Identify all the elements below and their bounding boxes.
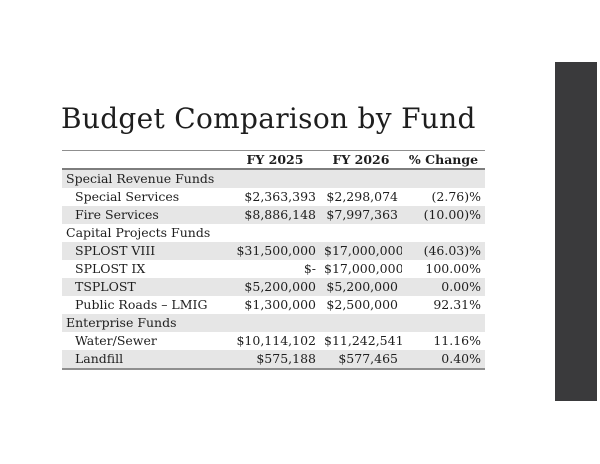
- table-row-fire-services: Fire Services $8,886,148 $7,997,363 (10.…: [62, 206, 485, 224]
- cell-change: [402, 314, 485, 332]
- cell-change: 0.00%: [441, 279, 481, 294]
- table-row-special-revenue-funds: Special Revenue Funds: [62, 169, 485, 188]
- cell-fy2026: [320, 224, 402, 242]
- column-header-change: % Change: [402, 150, 485, 170]
- cell-fy2025: [230, 224, 320, 242]
- table-row-capital-projects-funds: Capital Projects Funds: [62, 224, 485, 242]
- cell-fy2025: [230, 169, 320, 188]
- row-label: SPLOST IX: [75, 261, 146, 276]
- cell-fy2026: $5,200,000: [326, 279, 398, 294]
- row-label: Public Roads – LMIG: [75, 297, 208, 312]
- row-label: Special Services: [75, 189, 180, 204]
- table-row-special-services: Special Services $2,363,393 $2,298,074 (…: [62, 188, 485, 206]
- row-label: Water/Sewer: [75, 333, 157, 348]
- column-header-fy2025: FY 2025: [230, 150, 320, 170]
- cell-change: 92.31%: [433, 297, 481, 312]
- row-label: Enterprise Funds: [66, 315, 177, 330]
- row-label: Capital Projects Funds: [66, 225, 211, 240]
- cell-change: 100.00%: [425, 261, 481, 276]
- row-label: Landfill: [62, 350, 230, 370]
- cell-change: 0.40%: [402, 350, 485, 370]
- cell-fy2025: $1,300,000: [244, 297, 316, 312]
- row-label: TSPLOST: [75, 279, 136, 294]
- cell-change: 11.16%: [433, 333, 481, 348]
- cell-fy2025: $5,200,000: [244, 279, 316, 294]
- cell-fy2025: $8,886,148: [244, 207, 316, 222]
- cell-fy2026: $7,997,363: [326, 207, 398, 222]
- row-label: SPLOST VIII: [75, 243, 156, 258]
- column-header-fy2026: FY 2026: [320, 150, 402, 170]
- cell-fy2026: $577,465: [320, 350, 402, 370]
- cell-fy2025: $2,363,393: [244, 189, 316, 204]
- table-row-landfill: Landfill $575,188 $577,465 0.40%: [62, 350, 485, 370]
- cell-fy2026: [320, 169, 402, 188]
- table-row-enterprise-funds: Enterprise Funds: [62, 314, 485, 332]
- cell-fy2025: $575,188: [230, 350, 320, 370]
- cell-fy2026: $2,500,000: [326, 297, 398, 312]
- cell-fy2026: $17,000,000: [324, 261, 402, 276]
- table-row-splost-ix: SPLOST IX $- $17,000,000 100.00%: [62, 260, 485, 278]
- table-row-public-roads-lmig: Public Roads – LMIG $1,300,000 $2,500,00…: [62, 296, 485, 314]
- table-row-tsplost: TSPLOST $5,200,000 $5,200,000 0.00%: [62, 278, 485, 296]
- column-header-fund: [62, 150, 230, 170]
- cell-fy2026: $11,242,541: [324, 333, 402, 348]
- table-row-water-sewer: Water/Sewer $10,114,102 $11,242,541 11.1…: [62, 332, 485, 350]
- cell-fy2025: $-: [303, 261, 316, 276]
- slide-title: Budget Comparison by Fund: [61, 102, 476, 135]
- table-row-splost-viii: SPLOST VIII $31,500,000 $17,000,000 (46.…: [62, 242, 485, 260]
- cell-fy2025: $10,114,102: [236, 333, 316, 348]
- table-header-row: FY 2025 FY 2026 % Change: [62, 150, 485, 170]
- cell-fy2025: [230, 314, 320, 332]
- cell-change: (2.76)%: [431, 189, 481, 204]
- cell-change: (10.00)%: [423, 207, 481, 222]
- cell-fy2026: [320, 314, 402, 332]
- row-label: Special Revenue Funds: [66, 171, 215, 186]
- cell-change: [402, 169, 485, 188]
- cell-change: (46.03)%: [423, 243, 481, 258]
- cell-change: [402, 224, 485, 242]
- cell-fy2026: $17,000,000: [324, 243, 402, 258]
- cell-fy2025: $31,500,000: [236, 243, 316, 258]
- budget-comparison-table: FY 2025 FY 2026 % Change Special Revenue…: [62, 150, 485, 370]
- row-label: Fire Services: [75, 207, 159, 222]
- slide-accent-bar: [555, 62, 597, 401]
- cell-fy2026: $2,298,074: [326, 189, 398, 204]
